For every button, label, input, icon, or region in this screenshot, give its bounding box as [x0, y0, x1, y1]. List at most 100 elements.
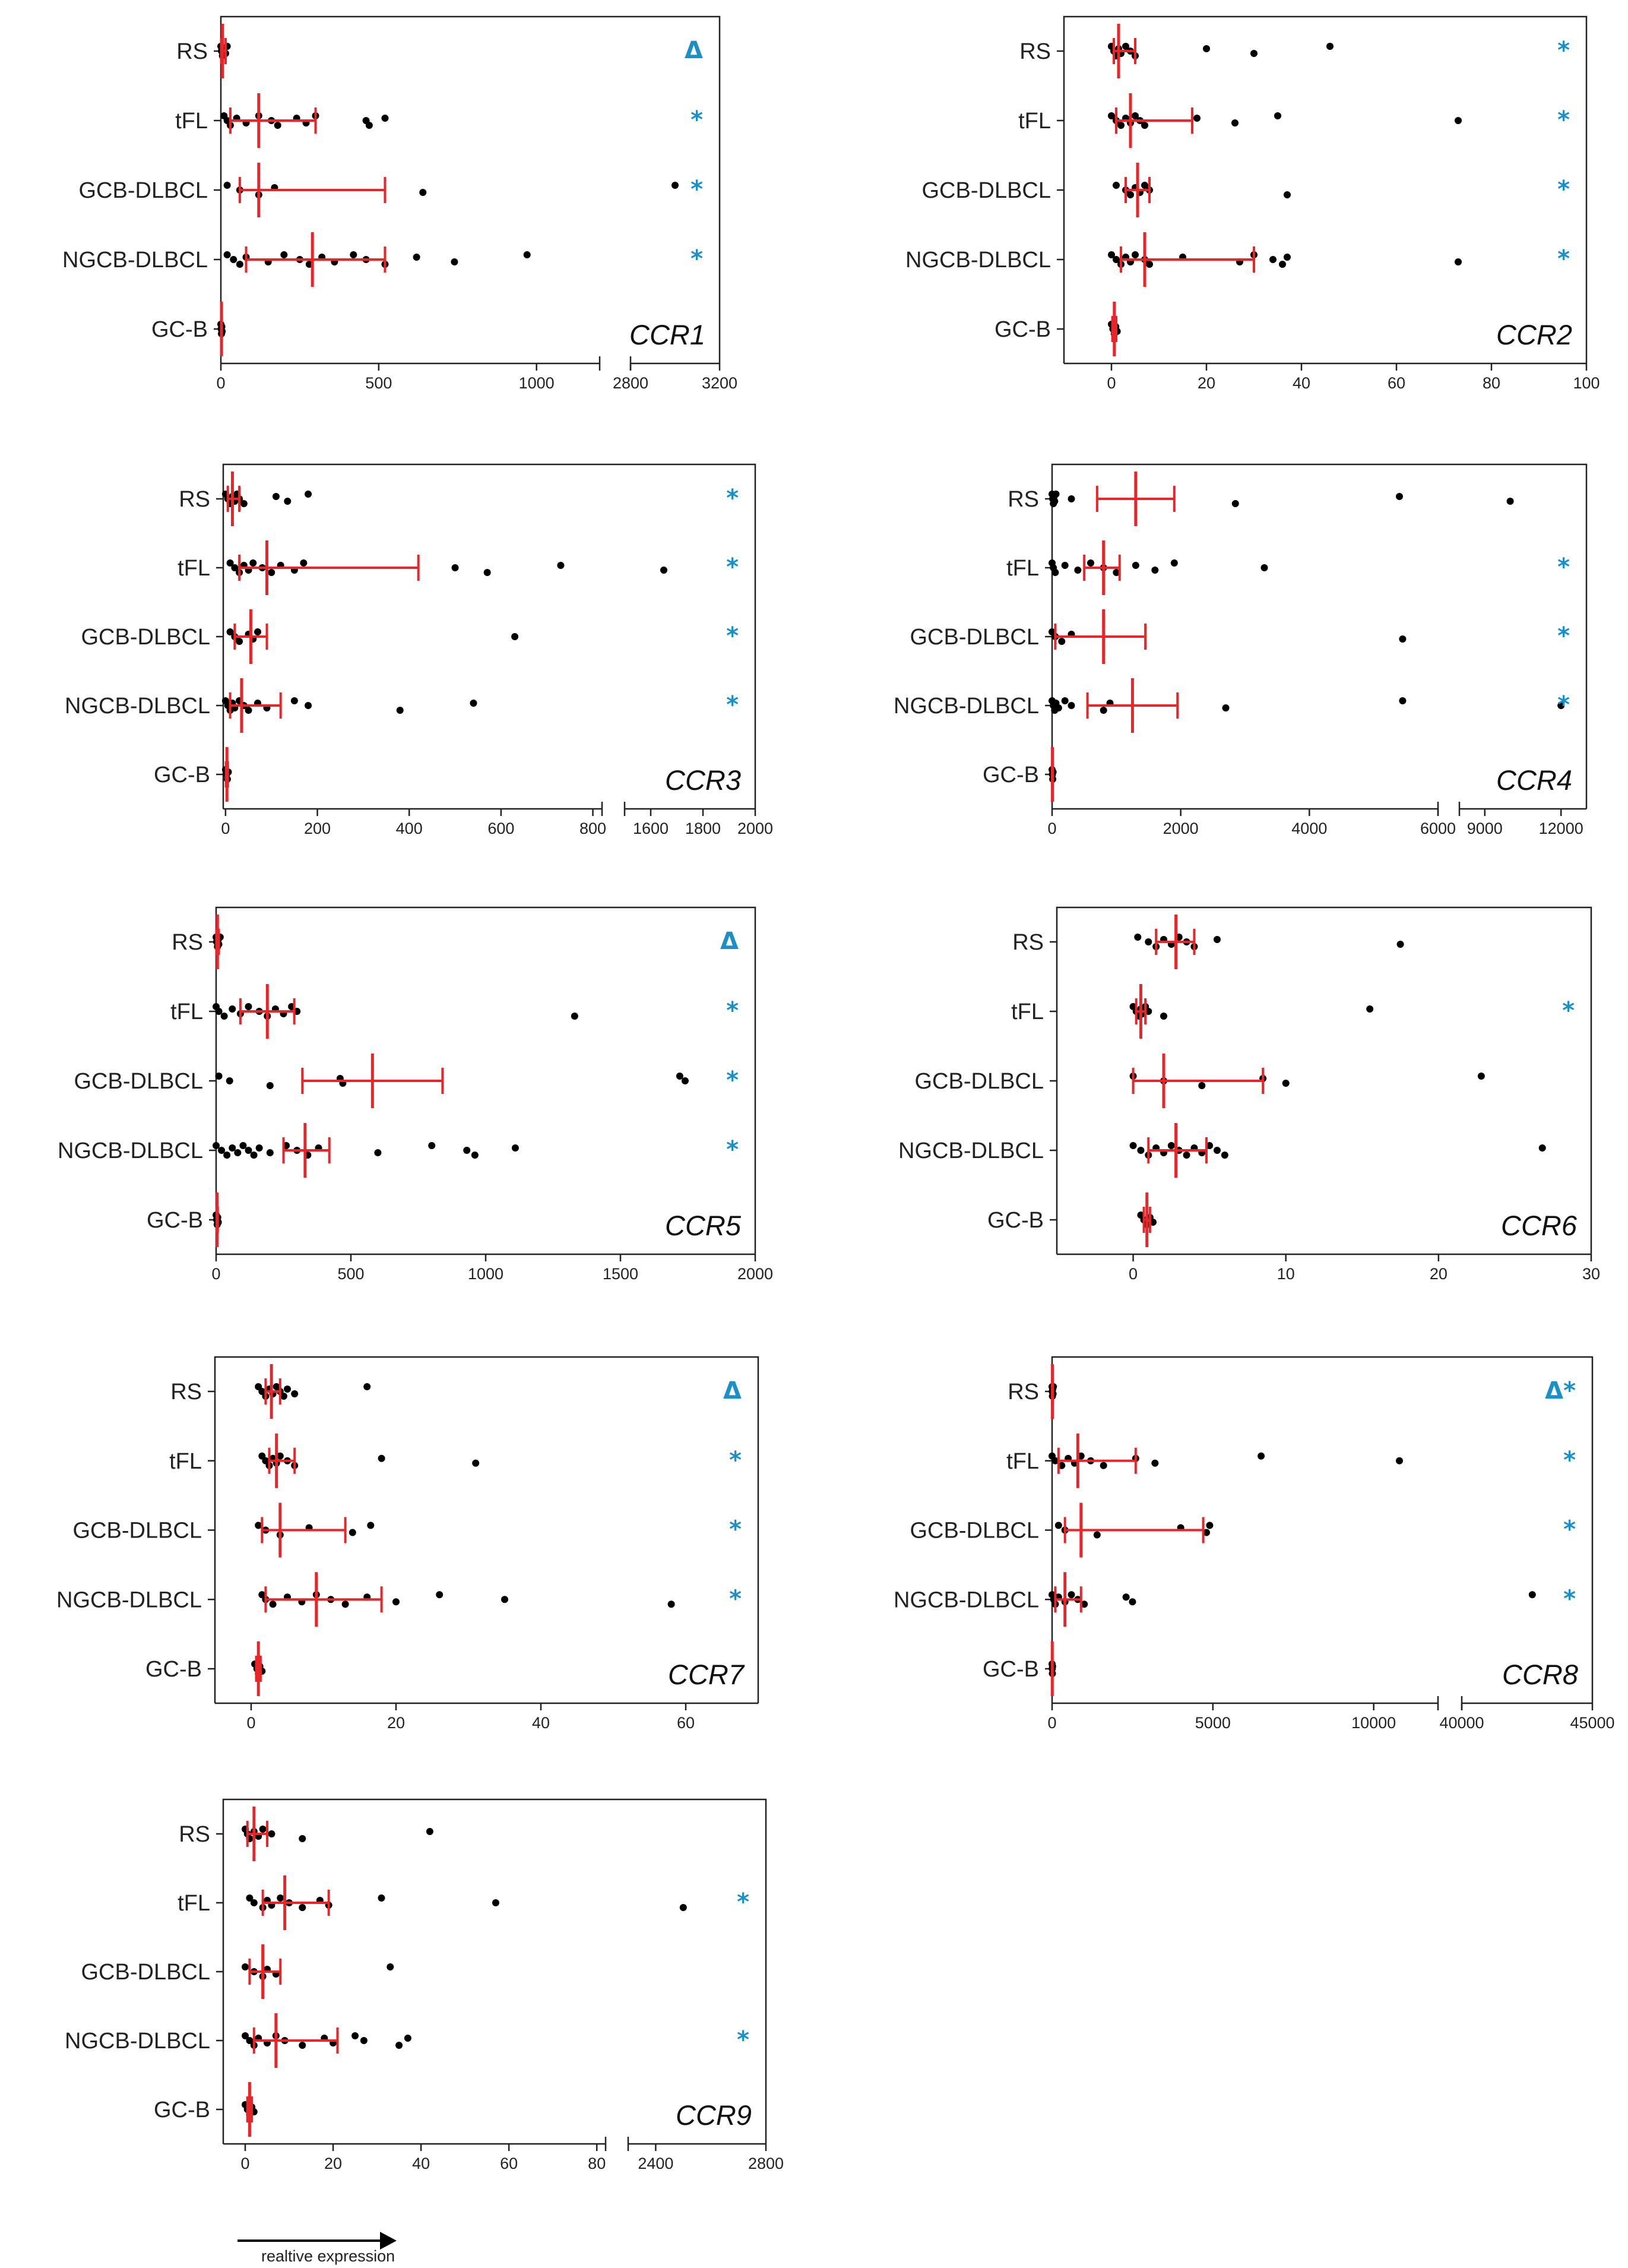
- data-point: [240, 500, 248, 507]
- significance-marker: *: [691, 106, 703, 134]
- y-category-label: NGCB-DLBCL: [894, 1587, 1039, 1612]
- data-point: [1061, 697, 1069, 704]
- data-point: [1183, 1152, 1190, 1159]
- data-point: [350, 251, 357, 258]
- data-point: [1366, 1005, 1374, 1013]
- x-tick-label: 20: [1198, 374, 1215, 392]
- x-tick-label: 800: [579, 820, 606, 837]
- x-tick-label: 80: [588, 2155, 606, 2172]
- data-point: [381, 115, 389, 122]
- data-point: [1146, 261, 1153, 268]
- data-point: [305, 491, 312, 498]
- chart-panel-ccr9: 0 20 40 60 80 2400 2800 RS tFL * GCB-DLBCL NGCB-DLB…: [65, 1798, 784, 2172]
- y-category-label: RS: [172, 930, 203, 955]
- y-category-label: NGCB-DLBCL: [56, 1587, 202, 1612]
- data-point: [1231, 119, 1239, 126]
- x-tick-label: 400: [396, 820, 423, 837]
- x-tick-label: 0: [221, 820, 230, 837]
- data-point: [284, 1386, 291, 1393]
- y-category-label: tFL: [1006, 1449, 1039, 1474]
- x-tick-label: 10: [1277, 1265, 1295, 1283]
- x-tick-label: 0: [1047, 1714, 1056, 1732]
- data-point: [1396, 493, 1403, 500]
- data-point: [215, 1073, 223, 1080]
- significance-marker: *: [1557, 245, 1570, 273]
- data-point: [1074, 567, 1082, 574]
- data-point: [511, 633, 519, 640]
- significance-marker: *: [726, 1067, 739, 1094]
- y-category-label: GCB-DLBCL: [910, 625, 1040, 650]
- data-point: [471, 1152, 479, 1159]
- x-tick-label: 1600: [633, 820, 669, 837]
- data-point: [1081, 1600, 1088, 1608]
- x-tick-label: 0: [240, 2155, 249, 2172]
- significance-marker: *: [1563, 1585, 1576, 1612]
- data-point: [246, 1894, 254, 1902]
- data-point: [1068, 702, 1075, 709]
- data-point: [1129, 1142, 1137, 1149]
- x-tick-label: 2800: [748, 2155, 784, 2172]
- data-point: [226, 559, 234, 567]
- data-point: [483, 569, 491, 576]
- significance-marker: *: [1557, 37, 1570, 64]
- data-point: [1203, 1529, 1210, 1536]
- x-tick-label: 10000: [1351, 1714, 1396, 1732]
- data-point: [242, 2032, 249, 2039]
- data-point: [1132, 251, 1139, 258]
- data-point: [451, 564, 459, 571]
- data-point: [1058, 638, 1066, 645]
- y-category-label: tFL: [175, 109, 208, 134]
- data-point: [255, 1144, 263, 1152]
- significance-marker: *: [1557, 106, 1570, 134]
- data-point: [277, 1894, 284, 1902]
- data-point: [1203, 45, 1210, 52]
- x-tick-label: 45000: [1570, 1714, 1614, 1732]
- gene-label: CCR3: [665, 764, 741, 796]
- y-category-label: GCB-DLBCL: [910, 1519, 1040, 1543]
- data-point: [218, 1147, 226, 1154]
- data-point: [230, 256, 237, 263]
- data-point: [1151, 567, 1159, 574]
- data-point: [1149, 1219, 1157, 1226]
- data-point: [274, 122, 281, 129]
- data-point: [284, 498, 292, 505]
- x-tick-label: 200: [304, 820, 331, 837]
- x-tick-label: 0: [211, 1265, 220, 1283]
- data-point: [291, 1390, 299, 1397]
- y-category-label: GCB-DLBCL: [74, 1069, 204, 1094]
- gene-label: CCR8: [1502, 1659, 1578, 1690]
- y-category-label: GC-B: [154, 2098, 210, 2123]
- data-point: [1557, 702, 1565, 709]
- data-point: [396, 707, 404, 714]
- data-point: [1129, 1598, 1136, 1606]
- data-point: [511, 1144, 519, 1152]
- y-category-label: RS: [1008, 1380, 1039, 1405]
- data-point: [223, 182, 231, 189]
- data-point: [660, 567, 667, 574]
- y-category-label: RS: [179, 487, 210, 512]
- y-category-label: GCB-DLBCL: [73, 1519, 202, 1543]
- data-point: [413, 254, 420, 261]
- data-point: [242, 1963, 249, 1970]
- x-tick-label: 40000: [1439, 1714, 1484, 1732]
- x-tick-label: 1000: [519, 374, 555, 392]
- data-point: [1269, 256, 1277, 263]
- data-point: [245, 1003, 252, 1010]
- data-point: [249, 559, 257, 567]
- data-point: [213, 1142, 220, 1149]
- y-category-label: NGCB-DLBCL: [65, 694, 210, 719]
- data-point: [1326, 43, 1334, 50]
- caption-text: realtive expression: [261, 2247, 395, 2265]
- data-point: [374, 1149, 382, 1156]
- data-point: [392, 1598, 400, 1606]
- data-point: [404, 2035, 411, 2042]
- x-tick-label: 40: [532, 1714, 550, 1732]
- data-point: [1052, 491, 1060, 498]
- data-point: [419, 189, 427, 196]
- data-point: [1100, 707, 1107, 714]
- x-tick-label: 60: [677, 1714, 695, 1732]
- x-tick-label: 2800: [613, 374, 648, 392]
